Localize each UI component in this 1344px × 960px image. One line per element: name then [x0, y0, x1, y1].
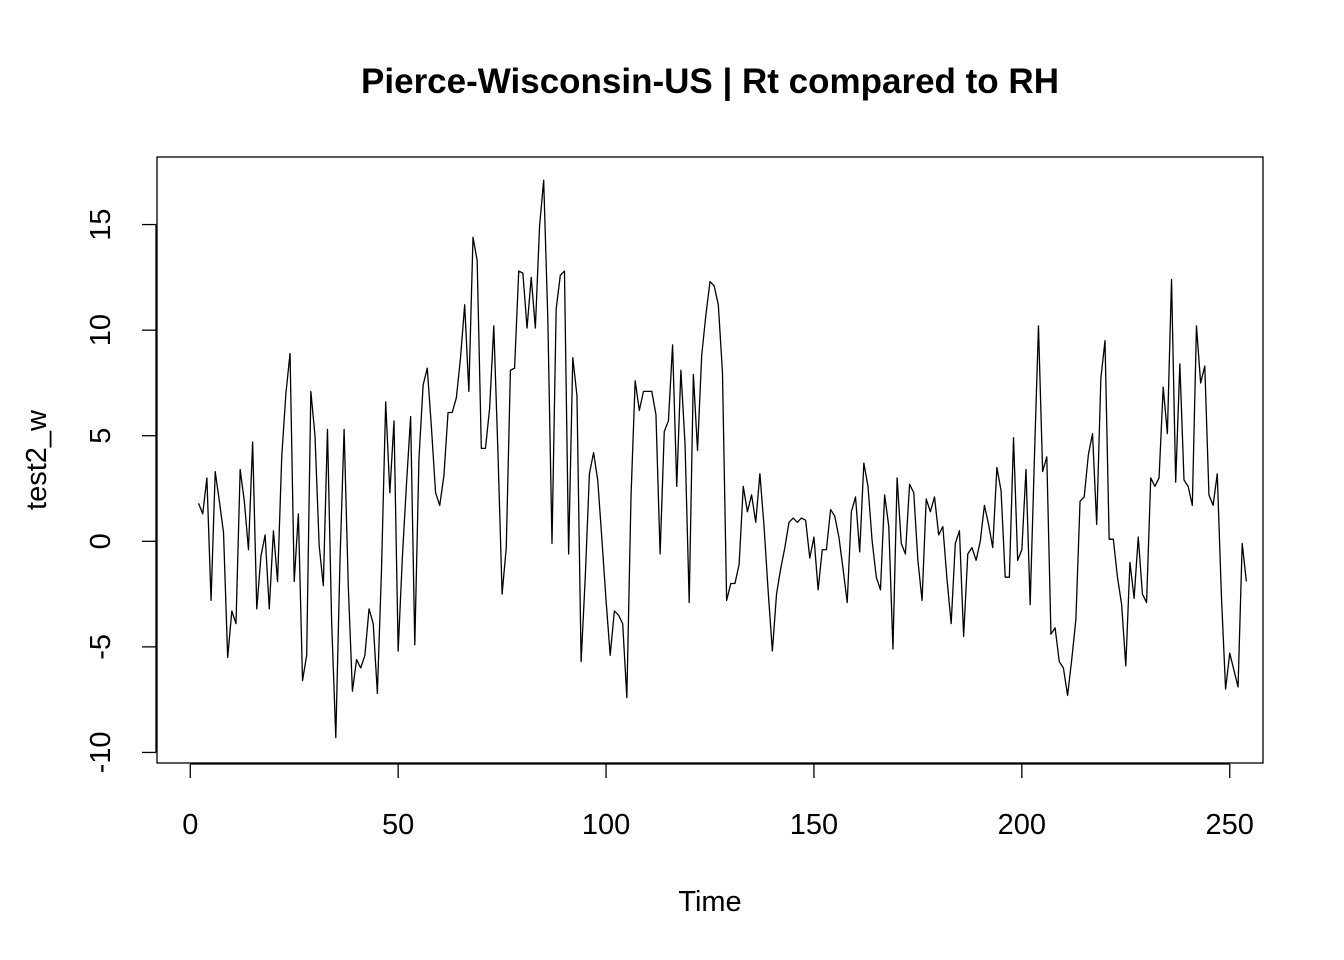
data-line [197, 179, 1248, 739]
x-tick-label: 200 [998, 809, 1046, 841]
y-tick-label: 10 [85, 314, 117, 346]
y-axis: -10 -5 0 5 10 15 [85, 208, 157, 773]
x-axis-label: Time [678, 886, 741, 918]
plot-area-border [156, 156, 1264, 764]
y-tick-label: 15 [85, 208, 117, 240]
y-tick-label: -10 [85, 731, 117, 773]
y-tick-label: 5 [85, 428, 117, 444]
chart-title: Pierce-Wisconsin-US | Rt compared to RH [361, 62, 1059, 101]
y-tick-label: 0 [85, 533, 117, 549]
y-axis-label: test2_w [21, 409, 53, 510]
x-tick-label: 150 [790, 809, 838, 841]
y-tick-label: -5 [85, 634, 117, 660]
x-tick-label: 50 [382, 809, 414, 841]
x-tick-label: 100 [582, 809, 630, 841]
x-tick-label: 0 [182, 809, 198, 841]
x-axis: 0 50 100 150 200 250 [182, 763, 1254, 841]
x-tick-label: 250 [1206, 809, 1254, 841]
